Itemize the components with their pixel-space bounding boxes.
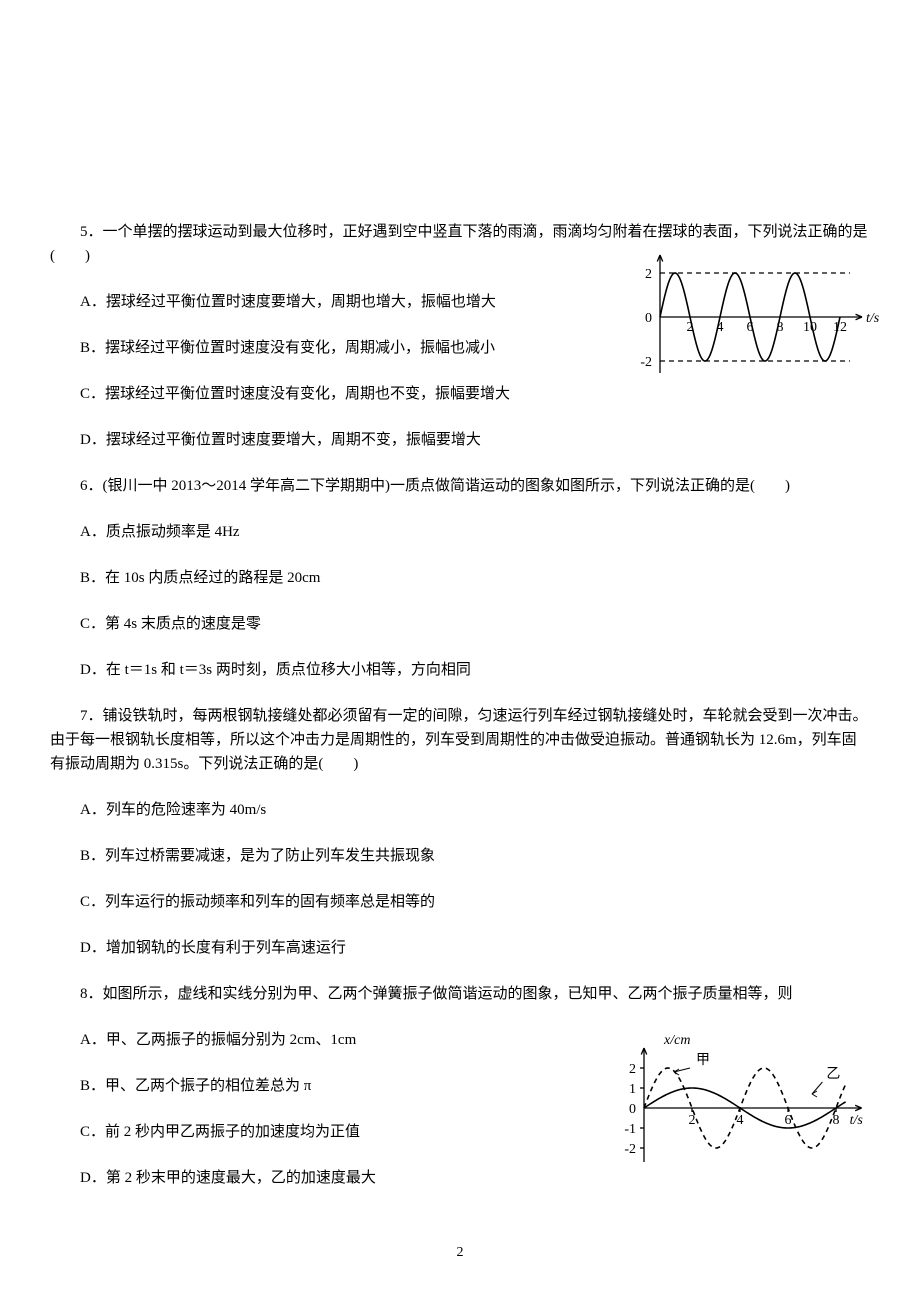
q6-stem: 6．(银川一中 2013～2014 学年高二下学期期中)一质点做简谐运动的图象如…: [50, 474, 870, 498]
q7-opt-d: D．增加钢轨的长度有利于列车高速运行: [80, 936, 870, 960]
svg-text:甲: 甲: [696, 1053, 710, 1068]
svg-text:8: 8: [777, 320, 784, 335]
q6-opt-a: A．质点振动频率是 4Hz: [80, 520, 870, 544]
svg-text:4: 4: [737, 1113, 744, 1128]
svg-text:2: 2: [629, 1062, 636, 1077]
svg-text:2: 2: [687, 320, 694, 335]
svg-text:1: 1: [629, 1082, 636, 1097]
svg-text:2: 2: [645, 267, 652, 282]
q8-chart-svg: 210-1-22468甲乙x/cmt/s: [596, 1028, 876, 1188]
q7-opt-a: A．列车的危险速率为 40m/s: [80, 798, 870, 822]
svg-text:-2: -2: [640, 355, 652, 370]
q8-chart: 210-1-22468甲乙x/cmt/s: [596, 1028, 876, 1188]
svg-text:0: 0: [645, 311, 652, 326]
svg-text:x/cm: x/cm: [663, 1033, 690, 1048]
q7-stem: 7．铺设铁轨时，每两根钢轨接缝处都必须留有一定的间隙，匀速运行列车经过钢轨接缝处…: [50, 704, 870, 776]
q8-stem: 8．如图所示，虚线和实线分别为甲、乙两个弹簧振子做简谐运动的图象，已知甲、乙两个…: [50, 982, 870, 1006]
svg-text:t/s: t/s: [850, 1113, 864, 1128]
q5-opt-c: C．摆球经过平衡位置时速度没有变化，周期也不变，振幅要增大: [80, 382, 870, 406]
q7-opt-b: B．列车过桥需要减速，是为了防止列车发生共振现象: [80, 844, 870, 868]
svg-text:2: 2: [689, 1113, 696, 1128]
svg-text:0: 0: [629, 1102, 636, 1117]
q6-chart: 2 0 -2 2 4 6 8 10 12 x/cm t/s: [620, 252, 880, 382]
svg-text:10: 10: [803, 320, 817, 335]
svg-text:12: 12: [833, 320, 847, 335]
q6-chart-svg: 2 0 -2 2 4 6 8 10 12 x/cm t/s: [620, 252, 880, 382]
svg-text:6: 6: [785, 1113, 792, 1128]
svg-text:t/s: t/s: [866, 311, 880, 326]
page-number: 2: [0, 1242, 920, 1264]
q5-opt-d: D．摆球经过平衡位置时速度要增大，周期不变，振幅要增大: [80, 428, 870, 452]
q6-opt-c: C．第 4s 末质点的速度是零: [80, 612, 870, 636]
q6-opt-b: B．在 10s 内质点经过的路程是 20cm: [80, 566, 870, 590]
svg-text:6: 6: [747, 320, 754, 335]
q6-opt-d: D．在 t＝1s 和 t＝3s 两时刻，质点位移大小相等，方向相同: [80, 658, 870, 682]
q7-opt-c: C．列车运行的振动频率和列车的固有频率总是相等的: [80, 890, 870, 914]
svg-text:-2: -2: [624, 1142, 636, 1157]
svg-text:-1: -1: [624, 1122, 636, 1137]
svg-text:x/cm: x/cm: [681, 252, 708, 255]
svg-text:乙: 乙: [826, 1066, 840, 1082]
svg-text:4: 4: [717, 320, 724, 335]
page: 5．一个单摆的摆球运动到最大位移时，正好遇到空中竖直下落的雨滴，雨滴均匀附着在摆…: [0, 0, 920, 1302]
